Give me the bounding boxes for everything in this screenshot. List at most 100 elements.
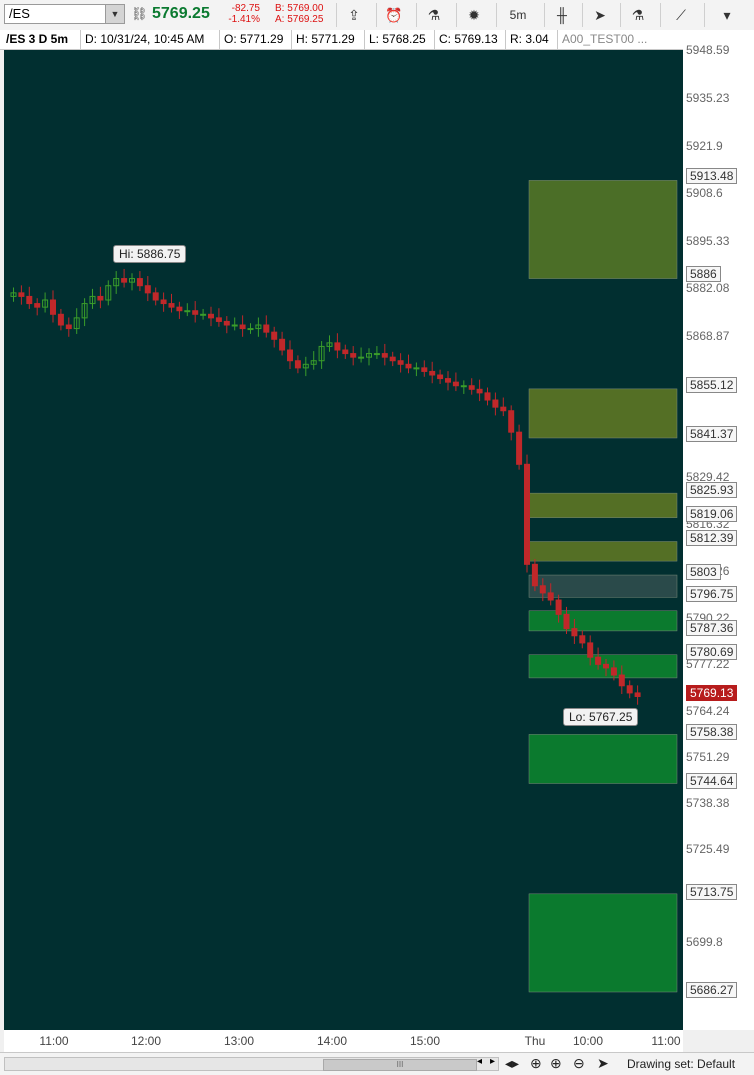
- supply-demand-zone: [528, 541, 678, 562]
- candle-down: [350, 353, 357, 358]
- candle-up: [105, 285, 112, 301]
- candle-down: [508, 410, 515, 433]
- candle-down: [563, 613, 570, 630]
- candle-down: [144, 285, 151, 294]
- zoom-in-icon[interactable]: ⊕: [550, 1055, 562, 1071]
- bar-open: O: 5771.29: [224, 32, 284, 46]
- candle-down: [579, 635, 586, 644]
- candle-down: [18, 292, 25, 297]
- price-level-tag: 5796.75: [686, 586, 738, 603]
- candle-down: [492, 399, 499, 408]
- study-name[interactable]: A00_TEST00 ...: [562, 32, 648, 46]
- candle-up: [358, 356, 365, 359]
- timeframe-label: 5m: [509, 8, 527, 22]
- drawings-icon[interactable]: ⟋: [660, 3, 701, 27]
- crosshair-icon[interactable]: ⊕: [530, 1055, 542, 1071]
- candle-down: [381, 353, 388, 358]
- candle-down: [595, 656, 602, 665]
- price-level-tag: 5803: [686, 563, 721, 580]
- scroll-left-icon[interactable]: ◂: [477, 1056, 483, 1067]
- alert-icon[interactable]: ⏰: [376, 3, 411, 27]
- candle-down: [516, 431, 523, 465]
- supply-demand-zone: [528, 610, 678, 632]
- divider: [80, 30, 81, 49]
- candle-down: [239, 324, 246, 330]
- price-level-tag: 5686.27: [686, 982, 738, 998]
- timeframe-button[interactable]: 5m: [496, 3, 539, 27]
- bar-date: D: 10/31/24, 10:45 AM: [85, 32, 205, 46]
- price-level-tag: 5758.38: [686, 723, 738, 740]
- price-tick-label: 5751.29: [686, 750, 730, 764]
- divider: [219, 30, 220, 49]
- supply-demand-zone: [528, 574, 678, 598]
- price-level-tag: 5713.75: [686, 883, 738, 900]
- last-price-tag: 5769.13: [686, 685, 738, 702]
- candle-down: [294, 360, 301, 369]
- price-tick-label: 5868.87: [686, 328, 730, 343]
- candle-down: [34, 303, 41, 308]
- candle-down: [97, 295, 104, 301]
- candle-down: [500, 406, 507, 412]
- price-chart[interactable]: Hi: 5886.75 Lo: 5767.25: [4, 50, 683, 1030]
- supply-demand-zone: [528, 388, 678, 439]
- zoom-out-icon[interactable]: ⊖: [573, 1055, 585, 1071]
- ask-price: A: 5769.25: [275, 14, 324, 25]
- supply-demand-zone: [528, 734, 678, 784]
- bid-price: B: 5769.00: [275, 3, 324, 14]
- studies-icon[interactable]: ⚗: [416, 3, 451, 27]
- change-percent: -1.41%: [228, 14, 260, 25]
- drawing-set-label[interactable]: Drawing set: Default: [627, 1057, 736, 1071]
- time-tick-label: 13:00: [223, 1034, 255, 1048]
- candle-down: [437, 374, 444, 380]
- time-axis[interactable]: 11:00 12:00 13:00 14:00 15:00 Thu 10:00 11:00: [4, 1030, 683, 1052]
- expand-icon[interactable]: ◂▸: [505, 1055, 520, 1071]
- chart-scrollbar[interactable]: III ◂ ▸: [4, 1056, 499, 1071]
- chart-canvas[interactable]: [4, 50, 683, 1030]
- time-tick-label: 14:00: [316, 1034, 348, 1048]
- candle-down: [263, 324, 270, 333]
- price-tick-label: 5948.59: [686, 43, 730, 57]
- time-tick-label: 10:00: [572, 1034, 604, 1048]
- chart-type-icon[interactable]: ╫: [544, 3, 579, 27]
- candle-down: [342, 349, 349, 355]
- price-axis[interactable]: 5948.59 5935.23 5921.9 5908.6 5895.33 5882.08…: [683, 30, 754, 1030]
- symbol-input[interactable]: /ES ▼: [4, 4, 125, 24]
- candle-down: [468, 385, 475, 390]
- scroll-right-icon[interactable]: ▸: [490, 1056, 496, 1067]
- candle-down: [215, 317, 222, 322]
- symbol-dropdown-button[interactable]: ▼: [105, 5, 124, 23]
- settings-icon[interactable]: ✹: [456, 3, 491, 27]
- last-price: 5769.25: [152, 5, 210, 22]
- pointer-icon[interactable]: ➤: [597, 1055, 609, 1071]
- candle-down: [603, 663, 609, 669]
- price-level-tag: 5855.12: [686, 376, 738, 393]
- bar-high: H: 5771.29: [296, 32, 355, 46]
- candle-up: [247, 328, 254, 331]
- scroll-thumb[interactable]: III: [323, 1059, 477, 1071]
- candle-down: [334, 342, 341, 351]
- candle-up: [231, 324, 238, 327]
- candle-up: [10, 292, 17, 297]
- candle-down: [176, 306, 183, 312]
- bid-ask: B: 5769.00 A: 5769.25: [275, 3, 323, 25]
- candle-down: [571, 628, 578, 637]
- candle-down: [539, 585, 546, 594]
- candle-up: [73, 317, 80, 330]
- patterns-icon[interactable]: ⚗: [620, 3, 655, 27]
- divider: [434, 30, 435, 49]
- divider: [364, 30, 365, 49]
- cursor-icon[interactable]: ➤: [582, 3, 617, 27]
- more-icon[interactable]: ▾: [704, 3, 749, 27]
- divider: [291, 30, 292, 49]
- price-tick-label: 5908.6: [686, 186, 723, 201]
- candle-up: [366, 353, 372, 358]
- candle-up: [460, 385, 467, 388]
- time-tick-label: 12:00: [130, 1034, 162, 1048]
- candle-down: [389, 356, 396, 362]
- share-icon[interactable]: ⇪: [336, 3, 371, 27]
- candle-down: [587, 642, 594, 658]
- candle-down: [168, 303, 175, 308]
- candle-up: [113, 278, 120, 287]
- ohlc-infobar: /ES 3 D 5m D: 10/31/24, 10:45 AM O: 5771…: [0, 30, 684, 50]
- link-icon[interactable]: ⛓: [131, 6, 148, 21]
